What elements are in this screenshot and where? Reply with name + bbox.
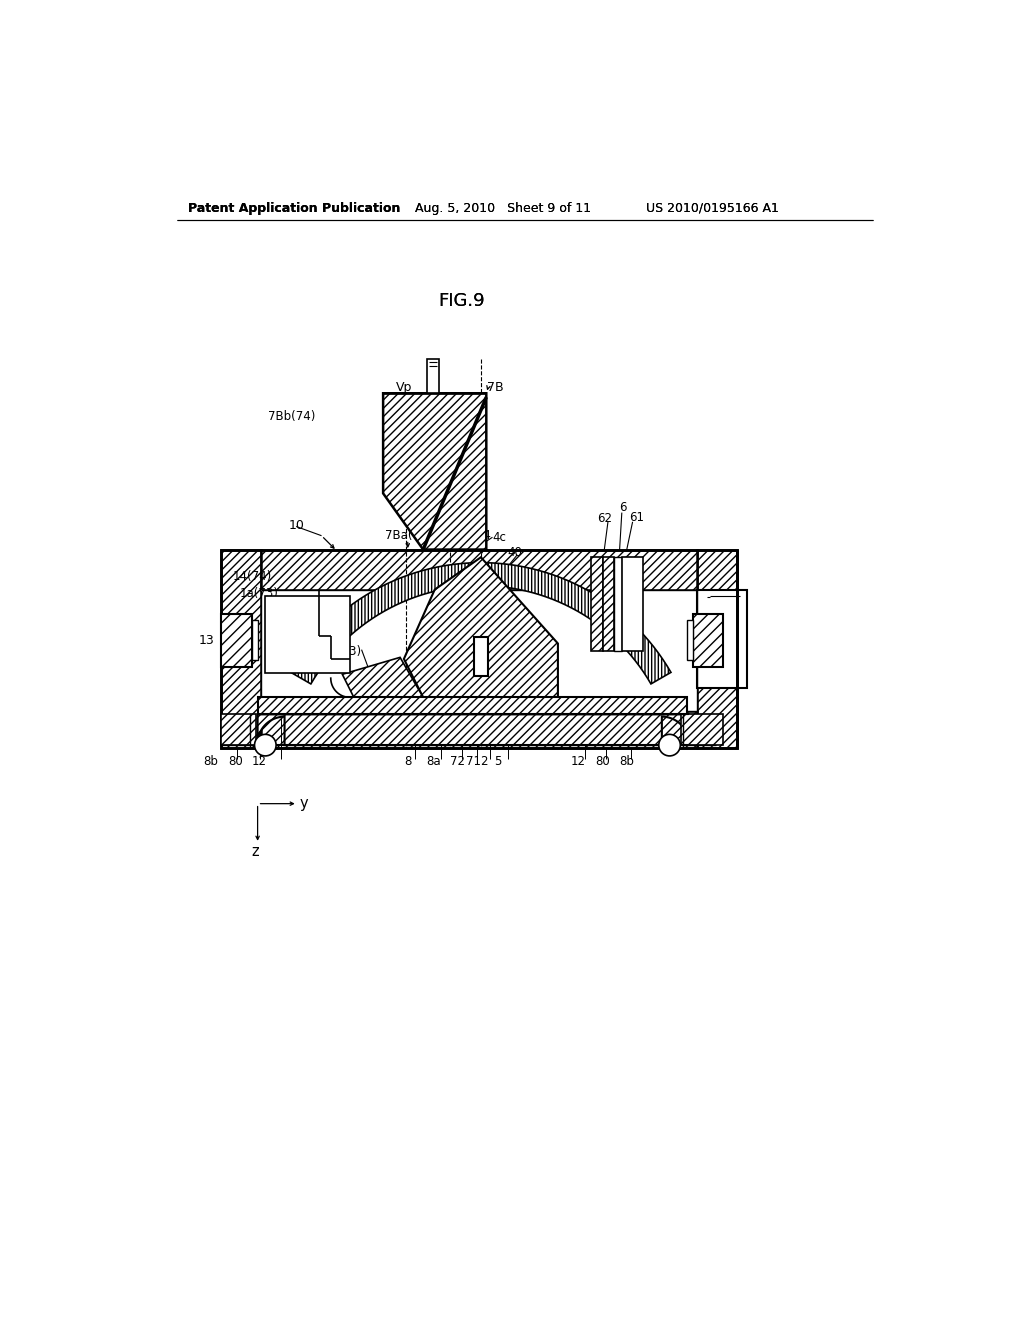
- Text: 7A: 7A: [511, 647, 526, 660]
- Text: y: y: [300, 796, 308, 812]
- Bar: [686, 620, 692, 660]
- Text: FIG.9: FIG.9: [438, 292, 485, 310]
- Text: 7Ba(73): 7Ba(73): [385, 529, 432, 543]
- Text: 5: 5: [494, 755, 502, 768]
- Text: 11: 11: [473, 647, 488, 660]
- Bar: [681, 714, 724, 744]
- Bar: [474, 638, 487, 676]
- Text: 12: 12: [252, 755, 266, 768]
- Text: z: z: [252, 843, 259, 859]
- Circle shape: [255, 734, 276, 756]
- Text: Patent Application Publication: Patent Application Publication: [188, 202, 400, 215]
- Text: 1: 1: [713, 589, 721, 602]
- Bar: [261, 711, 697, 748]
- Text: 62: 62: [597, 512, 612, 525]
- Bar: [265, 595, 350, 673]
- Bar: [614, 557, 622, 651]
- Text: 8a: 8a: [426, 755, 441, 768]
- Polygon shape: [383, 393, 486, 549]
- Text: 13: 13: [712, 634, 728, 647]
- Text: 80: 80: [228, 755, 243, 768]
- Bar: [221, 614, 252, 667]
- Bar: [591, 557, 603, 651]
- Text: 8b: 8b: [203, 755, 218, 768]
- Text: US 2010/0195166 A1: US 2010/0195166 A1: [646, 202, 779, 215]
- Bar: [622, 557, 643, 651]
- Text: 6: 6: [618, 500, 627, 513]
- Polygon shape: [342, 657, 423, 697]
- Polygon shape: [291, 562, 671, 684]
- Bar: [697, 590, 746, 688]
- Text: 10: 10: [289, 519, 304, 532]
- Text: FIG.9: FIG.9: [438, 292, 485, 310]
- Text: 14(74): 14(74): [233, 570, 272, 583]
- Bar: [427, 359, 439, 393]
- Text: 2: 2: [480, 755, 487, 768]
- Text: Patent Application Publication: Patent Application Publication: [188, 202, 400, 215]
- Text: 61: 61: [629, 511, 644, 524]
- Bar: [697, 549, 737, 748]
- Text: 12: 12: [571, 755, 586, 768]
- Text: 40: 40: [508, 546, 522, 560]
- Text: 72: 72: [451, 755, 465, 768]
- Bar: [603, 557, 614, 651]
- Text: 80: 80: [595, 755, 609, 768]
- Text: 7Bb(74): 7Bb(74): [267, 409, 315, 422]
- Text: 4: 4: [482, 529, 490, 543]
- Text: 71: 71: [466, 755, 481, 768]
- Bar: [258, 697, 687, 714]
- Text: 13: 13: [199, 634, 215, 647]
- Text: 7B: 7B: [487, 380, 504, 393]
- Polygon shape: [403, 557, 558, 697]
- Text: 7Ab(73): 7Ab(73): [313, 645, 360, 659]
- Bar: [221, 714, 256, 744]
- Text: 7Aa: 7Aa: [486, 647, 509, 660]
- Bar: [221, 549, 737, 748]
- Text: 8b: 8b: [620, 755, 635, 768]
- Bar: [221, 549, 261, 748]
- Text: Vp: Vp: [396, 380, 413, 393]
- Text: 4c: 4c: [493, 531, 506, 544]
- Bar: [261, 590, 697, 711]
- Text: 4b: 4b: [458, 647, 473, 660]
- Bar: [692, 614, 724, 667]
- Text: 8: 8: [403, 755, 412, 768]
- Text: Aug. 5, 2010   Sheet 9 of 11: Aug. 5, 2010 Sheet 9 of 11: [416, 202, 592, 215]
- Text: US 2010/0195166 A1: US 2010/0195166 A1: [646, 202, 779, 215]
- Bar: [252, 620, 258, 660]
- Text: 1a(73): 1a(73): [240, 587, 279, 601]
- Bar: [261, 549, 697, 590]
- Polygon shape: [258, 714, 689, 744]
- Text: Aug. 5, 2010   Sheet 9 of 11: Aug. 5, 2010 Sheet 9 of 11: [416, 202, 592, 215]
- Circle shape: [658, 734, 680, 756]
